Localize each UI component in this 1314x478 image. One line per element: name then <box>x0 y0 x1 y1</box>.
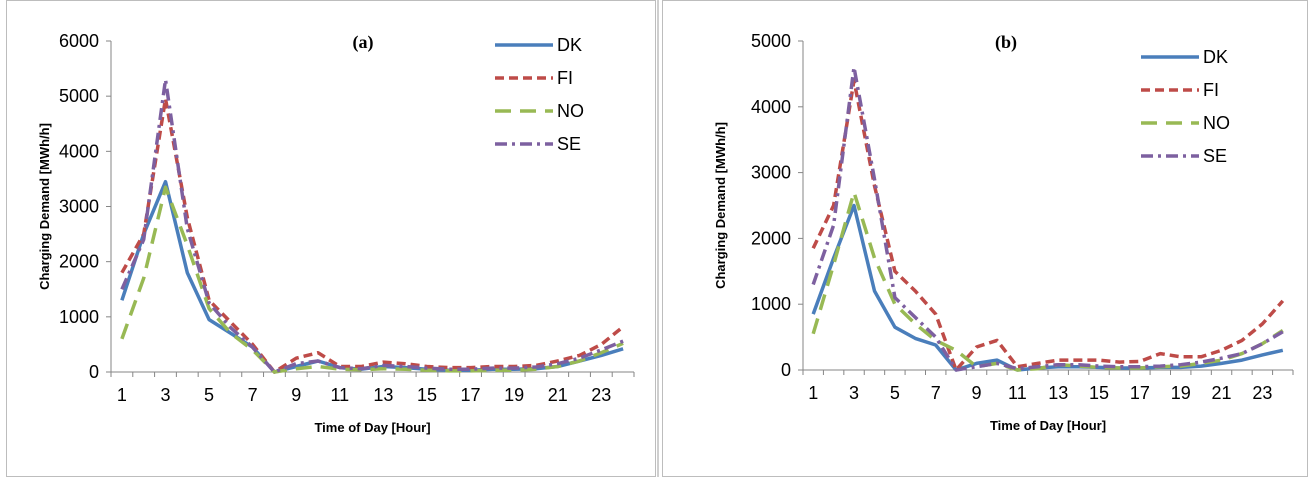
x-tick-label: 11 <box>330 385 349 405</box>
y-axis-title: Charging Demand [MWh/h] <box>713 122 728 289</box>
x-tick-label: 3 <box>849 383 859 403</box>
x-tick-label: 15 <box>1089 383 1109 403</box>
x-axis-title: Time of Day [Hour] <box>314 420 430 435</box>
x-tick-label: 3 <box>160 385 170 405</box>
legend-label-dk: DK <box>557 35 582 55</box>
y-tick-label: 1000 <box>59 307 99 327</box>
x-tick-label: 19 <box>1171 383 1191 403</box>
x-tick-label: 15 <box>417 385 437 405</box>
x-tick-label: 17 <box>1130 383 1150 403</box>
x-tick-label: 5 <box>890 383 900 403</box>
y-axis-title: Charging Demand [MWh/h] <box>37 123 52 290</box>
y-tick-label: 5000 <box>59 86 99 106</box>
x-tick-label: 9 <box>972 383 982 403</box>
x-tick-label: 1 <box>808 383 818 403</box>
panel-title: (b) <box>995 32 1017 53</box>
legend-label-dk: DK <box>1203 47 1228 67</box>
series-line-se <box>811 65 1284 372</box>
legend-label-no: NO <box>1203 113 1230 133</box>
series-line-fi <box>120 97 625 374</box>
y-tick-label: 0 <box>781 360 791 380</box>
x-tick-label: 13 <box>1048 383 1068 403</box>
y-tick-label: 4000 <box>751 97 791 117</box>
x-axis-title: Time of Day [Hour] <box>990 418 1106 433</box>
x-tick-label: 7 <box>931 383 941 403</box>
x-tick-label: 7 <box>248 385 258 405</box>
x-tick-label: 5 <box>204 385 214 405</box>
legend-label-fi: FI <box>1203 80 1219 100</box>
y-tick-label: 1000 <box>751 294 791 314</box>
x-tick-label: 17 <box>461 385 481 405</box>
x-tick-label: 13 <box>373 385 393 405</box>
chart-panel-b: 0 1000 2000 3000 4000 5000 1 3 5 7 9 11 13 15 17 19 21 23… <box>662 0 1308 477</box>
y-tick-label: 2000 <box>59 252 99 272</box>
series-line-se <box>120 77 624 374</box>
y-tick-label: 6000 <box>59 31 99 51</box>
panel-divider <box>657 0 659 477</box>
x-tick-label: 23 <box>1252 383 1272 403</box>
y-tick-label: 4000 <box>59 141 99 161</box>
series-line-no <box>120 185 624 374</box>
x-tick-label: 21 <box>1212 383 1232 403</box>
x-tick-label: 9 <box>291 385 301 405</box>
y-tick-label: 3000 <box>751 163 791 183</box>
x-tick-label: 19 <box>504 385 524 405</box>
y-tick-label: 5000 <box>751 31 791 51</box>
y-tick-label: 3000 <box>59 197 99 217</box>
x-tick-label: 11 <box>1008 383 1027 403</box>
series-line-fi <box>811 78 1285 372</box>
x-tick-label: 1 <box>117 385 127 405</box>
legend-label-se: SE <box>1203 146 1227 166</box>
y-tick-label: 2000 <box>751 228 791 248</box>
legend-label-no: NO <box>557 101 584 121</box>
x-tick-label: 23 <box>591 385 611 405</box>
panel-title: (a) <box>353 32 374 53</box>
y-tick-label: 0 <box>89 362 99 382</box>
legend-label-se: SE <box>557 134 581 154</box>
x-tick-label: 21 <box>548 385 568 405</box>
legend-label-fi: FI <box>557 68 573 88</box>
chart-panel-a: 0 1000 2000 3000 4000 5000 6000 1 3 5 7 9 11 13 15 17 19… <box>6 0 656 477</box>
